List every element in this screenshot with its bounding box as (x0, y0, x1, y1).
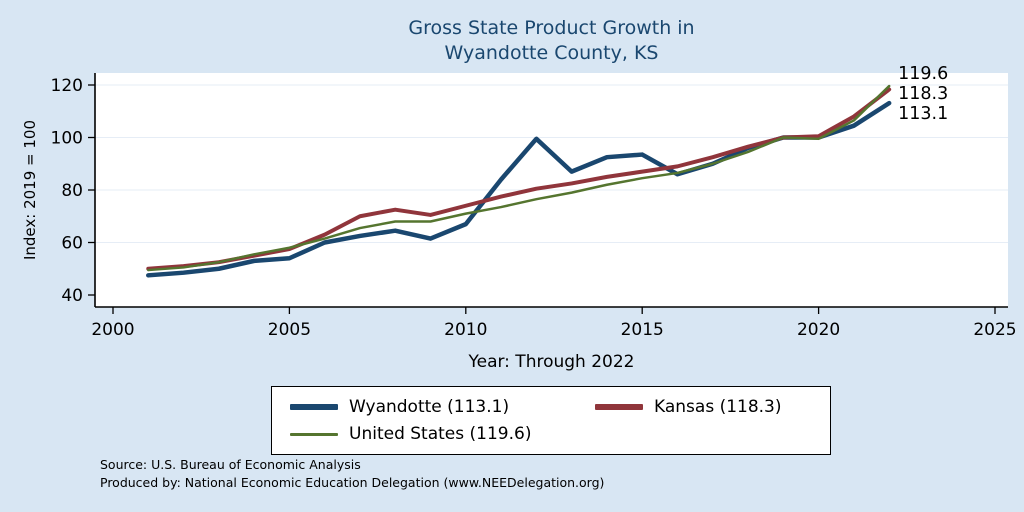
legend-swatch-kansas (595, 404, 643, 410)
legend-swatch-united-states (290, 432, 338, 436)
end-label-kansas: 118.3 (898, 84, 948, 104)
x-tick-label: 2015 (621, 320, 664, 340)
end-label-wyandotte: 113.1 (898, 104, 948, 124)
x-axis-label: Year: Through 2022 (468, 352, 635, 372)
legend: Wyandotte (113.1) Kansas (118.3) United … (271, 386, 831, 455)
chart-title-line1: Gross State Product Growth in (408, 17, 695, 39)
series-line-united-states (147, 84, 891, 272)
y-tick-label: 100 (51, 129, 83, 149)
source-line: Source: U.S. Bureau of Economic Analysis (100, 457, 361, 472)
x-tick-label: 2025 (973, 320, 1016, 340)
y-tick-label: 120 (51, 76, 83, 96)
y-tick-label: 40 (61, 286, 83, 306)
legend-swatch-wyandotte (290, 404, 338, 410)
chart-title-line2: Wyandotte County, KS (444, 41, 659, 64)
series-line-kansas (146, 87, 892, 271)
y-axis-label: Index: 2019 = 100 (21, 119, 39, 261)
y-tick-label: 60 (61, 234, 83, 254)
end-label-united-states: 119.6 (898, 64, 948, 84)
x-tick-label: 2005 (268, 320, 311, 340)
legend-item-kansas: Kansas (118.3) (595, 397, 812, 417)
legend-item-wyandotte: Wyandotte (113.1) (290, 397, 595, 417)
legend-label-kansas: Kansas (118.3) (654, 397, 782, 417)
legend-item-united-states: United States (119.6) (290, 424, 595, 444)
x-tick-label: 2020 (797, 320, 840, 340)
y-tick-label: 80 (61, 181, 83, 201)
producer-line: Produced by: National Economic Education… (100, 475, 605, 491)
x-tick-label: 2000 (91, 320, 134, 340)
legend-label-united-states: United States (119.6) (349, 424, 532, 444)
legend-label-wyandotte: Wyandotte (113.1) (349, 397, 510, 417)
x-tick-label: 2010 (444, 320, 487, 340)
chart-title: Gross State Product Growth in Wyandotte … (95, 16, 1008, 65)
source-note: Source: U.S. Bureau of Economic Analysis… (100, 456, 604, 492)
